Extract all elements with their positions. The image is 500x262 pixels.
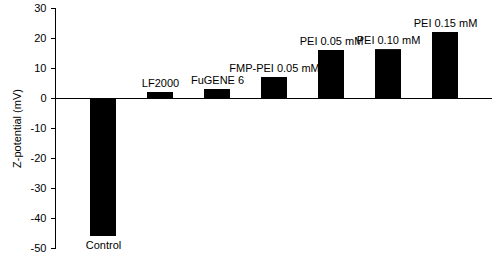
svg-text:PEI 0.10 mM: PEI 0.10 mM <box>357 34 421 46</box>
svg-text:Z-potential (mV): Z-potential (mV) <box>11 89 23 168</box>
svg-text:-40: -40 <box>31 212 47 224</box>
svg-text:FMP-PEI 0.05 mM: FMP-PEI 0.05 mM <box>229 62 319 74</box>
svg-text:10: 10 <box>34 62 46 74</box>
svg-text:PEI 0.05 mM: PEI 0.05 mM <box>300 35 364 47</box>
svg-text:20: 20 <box>34 32 46 44</box>
svg-text:Control: Control <box>86 239 121 251</box>
svg-text:-50: -50 <box>31 242 47 254</box>
svg-text:-30: -30 <box>31 182 47 194</box>
svg-text:30: 30 <box>34 2 46 14</box>
svg-text:0: 0 <box>40 92 46 104</box>
svg-text:FuGENE 6: FuGENE 6 <box>191 74 244 86</box>
svg-text:-20: -20 <box>31 152 47 164</box>
svg-text:LF2000: LF2000 <box>142 77 179 89</box>
svg-text:-10: -10 <box>31 122 47 134</box>
svg-text:PEI 0.15 mM: PEI 0.15 mM <box>414 17 478 29</box>
